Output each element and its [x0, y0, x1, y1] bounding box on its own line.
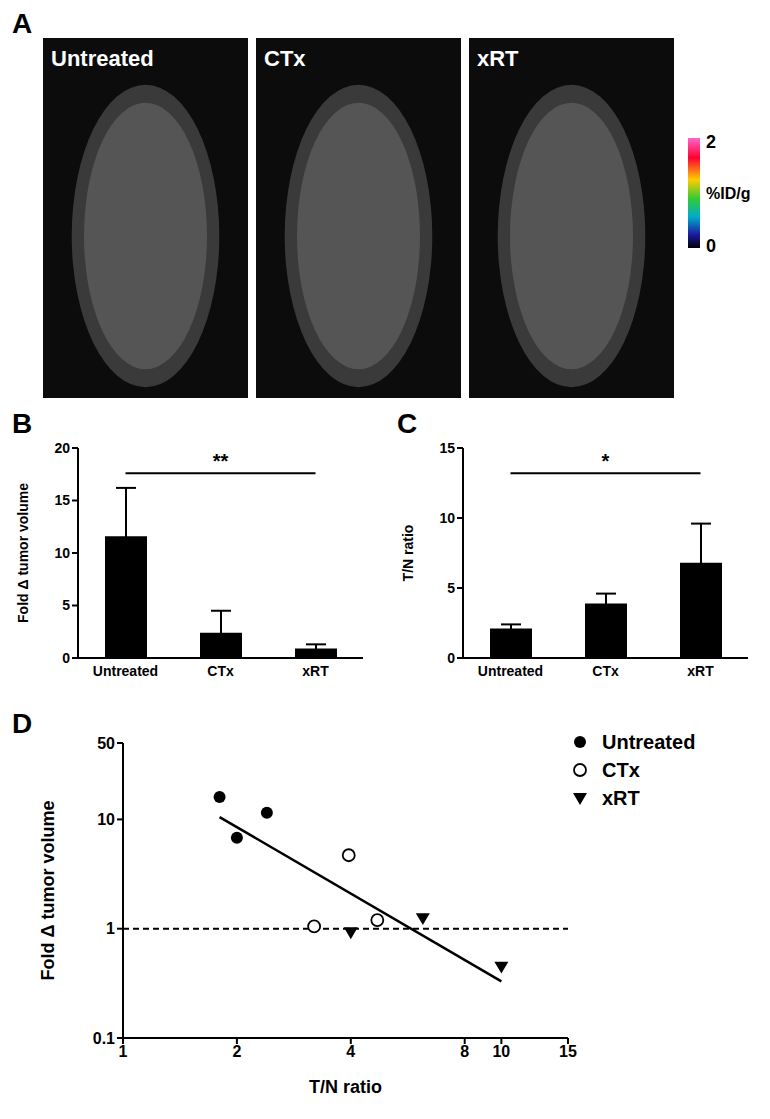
svg-text:1: 1 — [106, 920, 115, 937]
svg-text:50: 50 — [97, 735, 115, 752]
svg-text:Fold Δ tumor volume: Fold Δ tumor volume — [38, 801, 58, 981]
html-text:A: A — [12, 8, 33, 39]
svg-text:10: 10 — [54, 545, 70, 561]
svg-text:Untreated: Untreated — [51, 46, 154, 71]
svg-text:10: 10 — [439, 510, 455, 526]
svg-text:Untreated: Untreated — [93, 663, 158, 679]
svg-text:xRT: xRT — [477, 46, 519, 71]
svg-text:2: 2 — [232, 1043, 241, 1060]
svg-text:xRT: xRT — [687, 663, 714, 679]
svg-text:15: 15 — [559, 1043, 577, 1060]
svg-text:**: ** — [213, 450, 229, 472]
svg-text:0: 0 — [62, 650, 70, 666]
html-text:D: D — [12, 708, 33, 739]
html-text:xRT: xRT — [602, 786, 640, 809]
svg-text:8: 8 — [460, 1043, 469, 1060]
svg-text:Untreated: Untreated — [478, 663, 543, 679]
svg-text:1: 1 — [119, 1043, 128, 1060]
svg-text:*: * — [602, 450, 610, 472]
svg-text:0: 0 — [706, 236, 716, 256]
svg-text:4: 4 — [346, 1043, 355, 1060]
svg-text:T/N ratio: T/N ratio — [309, 1077, 382, 1097]
svg-text:15: 15 — [439, 440, 455, 456]
svg-text:T/N ratio: T/N ratio — [400, 525, 416, 582]
html-text:CTx: CTx — [602, 758, 640, 781]
svg-text:xRT: xRT — [302, 663, 329, 679]
html-text:B: B — [12, 408, 33, 439]
svg-text:Fold Δ tumor volume: Fold Δ tumor volume — [15, 483, 31, 623]
svg-text:CTx: CTx — [207, 663, 234, 679]
svg-text:2: 2 — [706, 132, 716, 152]
svg-text:20: 20 — [54, 440, 70, 456]
svg-text:CTx: CTx — [592, 663, 619, 679]
svg-text:5: 5 — [62, 597, 70, 613]
svg-text:15: 15 — [54, 492, 70, 508]
svg-text:%ID/g: %ID/g — [706, 185, 750, 202]
svg-text:5: 5 — [447, 580, 455, 596]
svg-text:10: 10 — [492, 1043, 510, 1060]
html-text:Untreated: Untreated — [602, 730, 696, 753]
svg-text:CTx: CTx — [264, 46, 306, 71]
svg-text:0.1: 0.1 — [93, 1030, 115, 1047]
svg-text:10: 10 — [97, 811, 115, 828]
html-text:C: C — [397, 408, 418, 439]
svg-text:0: 0 — [447, 650, 455, 666]
